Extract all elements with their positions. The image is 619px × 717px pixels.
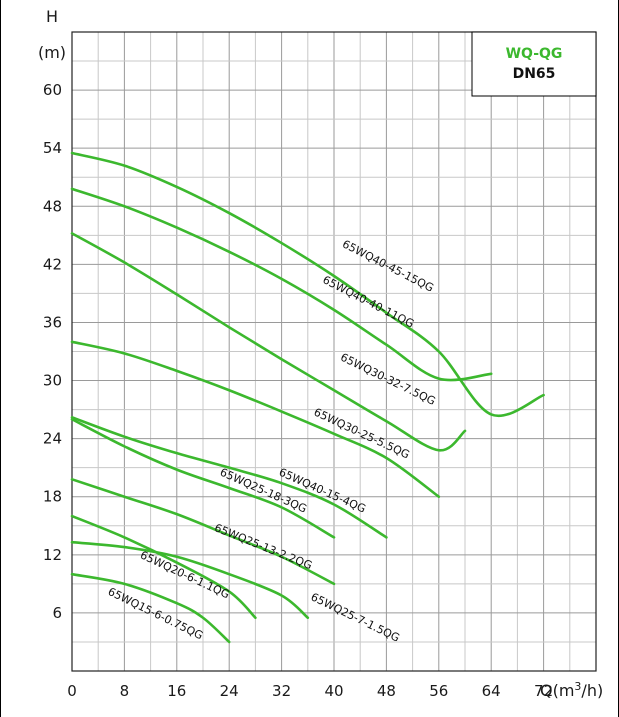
y-tick-label: 30 [43, 372, 62, 390]
series-line [70, 572, 231, 644]
x-tick-label: 40 [324, 682, 343, 700]
x-tick-label: 72 [534, 682, 553, 700]
legend-box: WQ-QG DN65 [471, 31, 597, 97]
series-line [70, 340, 441, 499]
y-tick-label: 60 [43, 81, 62, 99]
series-line [70, 151, 545, 418]
x-tick-label: 16 [167, 682, 186, 700]
series-line [70, 478, 336, 586]
grid [71, 31, 597, 672]
y-tick-label: 36 [43, 313, 62, 331]
y-tick-label: 54 [43, 139, 62, 157]
series-line [70, 417, 336, 539]
series-line [70, 540, 310, 620]
series-line [70, 514, 257, 620]
x-tick-label: 0 [67, 682, 77, 700]
x-tick-label: 24 [220, 682, 239, 700]
series-layer [70, 151, 545, 644]
series-line [70, 187, 493, 382]
plot-area-border [71, 31, 597, 672]
series-label: 65WQ30-32-7.5QG [338, 351, 437, 408]
x-tick-label: 32 [272, 682, 291, 700]
series-label: 65WQ30-25-5.5QG [312, 406, 412, 462]
y-tick-label: 42 [43, 255, 62, 273]
x-tick-label: 8 [120, 682, 130, 700]
x-tick-label: 56 [429, 682, 448, 700]
x-axis-label: Q(m3/h) [540, 680, 603, 700]
series-line [70, 232, 467, 452]
series-line [70, 416, 388, 539]
y-tick-label: 12 [43, 546, 62, 564]
y-tick-label: 24 [43, 430, 62, 448]
x-tick-label: 48 [377, 682, 396, 700]
y-tick-label: 6 [52, 604, 62, 622]
series-label: 65WQ40-45-15QG [340, 237, 436, 294]
y-tick-label: 18 [43, 488, 62, 506]
x-tick-label: 64 [482, 682, 501, 700]
y-axis-label: H [46, 7, 58, 26]
axes: H (m) Q(m3/h) 0 8 16 24 32 40 48 56 64 72 6 12 18 24 3… [38, 7, 603, 700]
legend-title: WQ-QG [506, 46, 563, 62]
series-label: 65WQ25-13-2.2QG [213, 521, 314, 572]
series-label: 65WQ25-7-1.5QG [309, 590, 402, 644]
y-axis-unit: (m) [38, 43, 66, 62]
y-tick-label: 48 [43, 197, 62, 215]
legend-subtitle: DN65 [513, 66, 556, 82]
